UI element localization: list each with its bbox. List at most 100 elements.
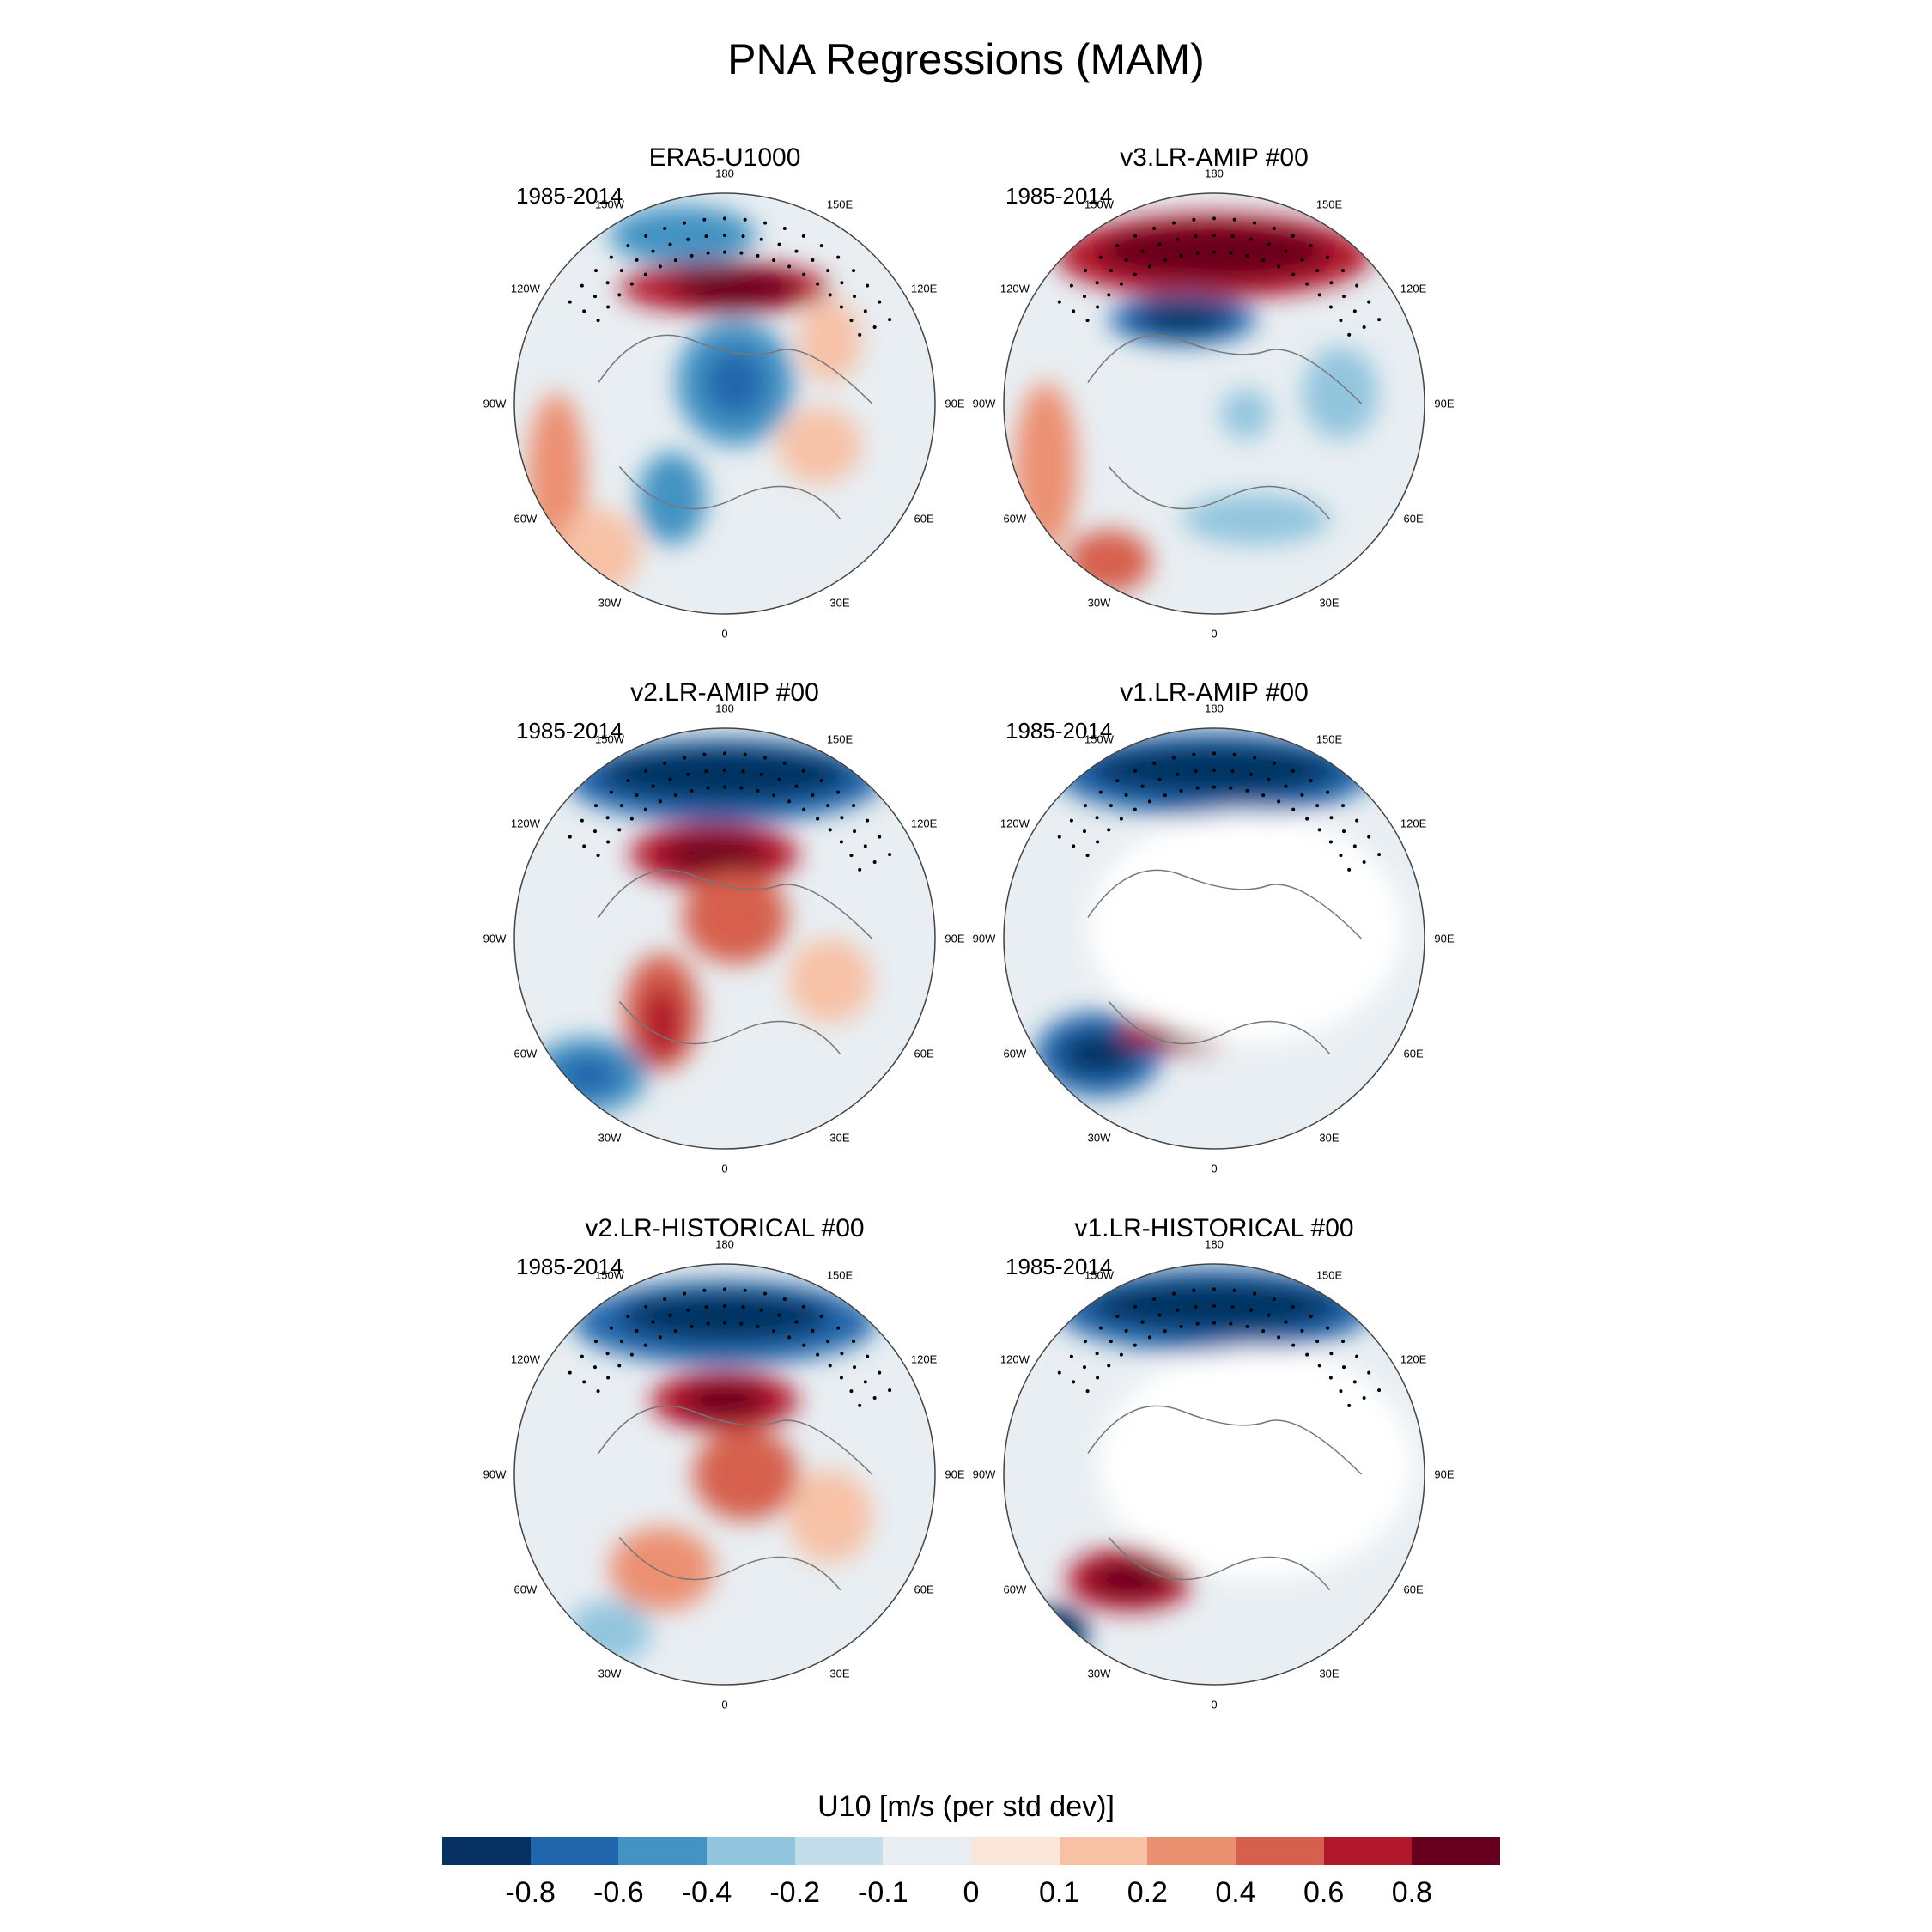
map-border — [1003, 727, 1425, 1150]
anomaly-region — [1220, 388, 1272, 440]
anomaly-region — [1060, 1033, 1137, 1076]
map-panel-2 — [514, 728, 935, 1149]
colorbar-segment — [1323, 1837, 1413, 1865]
anomaly-region — [787, 1470, 872, 1563]
longitude-label: 90W — [972, 397, 996, 410]
longitude-label: 60W — [513, 512, 538, 526]
anomaly-region — [1014, 382, 1078, 551]
longitude-label: 180 — [1205, 167, 1224, 180]
longitude-label: 150W — [595, 732, 624, 746]
main-title: PNA Regressions (MAM) — [727, 35, 1205, 83]
longitude-label: 150E — [1315, 732, 1343, 746]
longitude-label: 60E — [1403, 1583, 1424, 1596]
map-panel-5 — [1004, 1264, 1425, 1685]
longitude-label: 180 — [715, 167, 734, 180]
anomaly-region — [683, 871, 788, 964]
period-label: 1985-2014 — [516, 1254, 623, 1279]
anomaly-region — [638, 452, 706, 545]
period-label: 1985-2014 — [516, 183, 623, 209]
colorbar-tick-label: 0.4 — [1215, 1876, 1256, 1909]
anomaly-region — [619, 1291, 830, 1342]
significance-stipple — [568, 751, 892, 872]
coastline — [598, 334, 873, 520]
colorbar-title: U10 [m/s (per std dev)] — [817, 1790, 1115, 1823]
longitude-label: 30E — [1319, 1667, 1340, 1680]
longitude-label: 150W — [595, 197, 624, 211]
anomaly-region — [1302, 346, 1379, 440]
longitude-label: 180 — [715, 1237, 734, 1251]
colorbar-segment — [442, 1837, 531, 1865]
significance-stipple — [1057, 1287, 1382, 1407]
colorbar-tick-label: 0.1 — [1039, 1876, 1080, 1909]
period-label: 1985-2014 — [1005, 718, 1113, 744]
anomaly-region — [661, 837, 767, 872]
missing-data-region — [1098, 1348, 1414, 1580]
panel-title: v1.LR-AMIP #00 — [1120, 678, 1309, 707]
longitude-label: 60W — [1003, 1583, 1027, 1596]
longitude-label: 30W — [598, 1131, 622, 1145]
period-label: 1985-2014 — [1005, 183, 1113, 209]
colorbar-tick-label: -0.8 — [505, 1876, 556, 1909]
longitude-label: 0 — [721, 627, 728, 641]
significance-stipple — [1057, 216, 1382, 337]
longitude-label: 30W — [1087, 1667, 1111, 1680]
longitude-label: 30W — [1087, 596, 1111, 610]
colorbar-segment — [1059, 1837, 1148, 1865]
longitude-label: 120E — [910, 817, 938, 830]
longitude-label: 30E — [1319, 596, 1340, 610]
map-panel-0 — [514, 193, 935, 614]
anomaly-region — [1088, 1562, 1172, 1597]
longitude-label: 90E — [1434, 932, 1455, 945]
colorbar-segment — [1236, 1837, 1324, 1865]
longitude-label: 120E — [1400, 1352, 1427, 1366]
longitude-label: 150E — [1315, 197, 1343, 211]
longitude-label: 150E — [826, 1268, 854, 1282]
coastline — [598, 869, 873, 1055]
coastline — [598, 1405, 873, 1591]
anomaly-region — [1066, 530, 1151, 593]
colorbar-segment — [530, 1837, 619, 1865]
map-border — [513, 727, 936, 1150]
anomaly-region — [703, 349, 767, 416]
anomaly-region — [556, 1054, 620, 1097]
longitude-label: 120E — [910, 1352, 938, 1366]
colorbar-tick-label: -0.6 — [593, 1876, 644, 1909]
longitude-label: 30W — [1087, 1131, 1111, 1145]
longitude-label: 60E — [1403, 1047, 1424, 1060]
anomaly-region — [598, 747, 851, 802]
colorbar-segment — [883, 1837, 972, 1865]
panel-title: v1.LR-HISTORICAL #00 — [1074, 1214, 1354, 1242]
longitude-label: 120W — [999, 1352, 1030, 1366]
longitude-label: 30E — [829, 596, 850, 610]
map-border — [1003, 1263, 1425, 1686]
longitude-label: 180 — [1205, 1237, 1224, 1251]
longitude-label: 30W — [598, 1667, 622, 1680]
longitude-label: 90E — [945, 1467, 965, 1481]
longitude-label: 60W — [1003, 512, 1027, 526]
longitude-label: 150E — [826, 732, 854, 746]
significance-stipple — [1057, 751, 1382, 872]
map-panel-1 — [1004, 193, 1425, 614]
anomaly-region — [693, 1428, 799, 1521]
longitude-label: 120W — [999, 817, 1030, 830]
colorbar — [442, 1837, 1501, 1865]
anomaly-region — [556, 508, 641, 593]
period-label: 1985-2014 — [1005, 1254, 1113, 1279]
anomaly-region — [641, 984, 683, 1061]
map-panel-4 — [514, 1264, 935, 1685]
longitude-label: 90W — [483, 1467, 507, 1481]
panel-title: v2.LR-AMIP #00 — [630, 678, 819, 707]
longitude-label: 60W — [513, 1047, 538, 1060]
significance-stipple — [568, 216, 892, 337]
colorbar-segment — [794, 1837, 884, 1865]
longitude-label: 90E — [945, 932, 965, 945]
longitude-label: 120E — [910, 282, 938, 295]
colorbar-tick-label: -0.1 — [858, 1876, 908, 1909]
longitude-label: 0 — [1211, 627, 1218, 641]
colorbar-segment — [618, 1837, 708, 1865]
longitude-label: 60E — [914, 1583, 934, 1596]
anomaly-region — [798, 298, 862, 383]
map-border — [513, 192, 936, 615]
longitude-label: 90E — [1434, 397, 1455, 410]
map-border — [1003, 192, 1425, 615]
